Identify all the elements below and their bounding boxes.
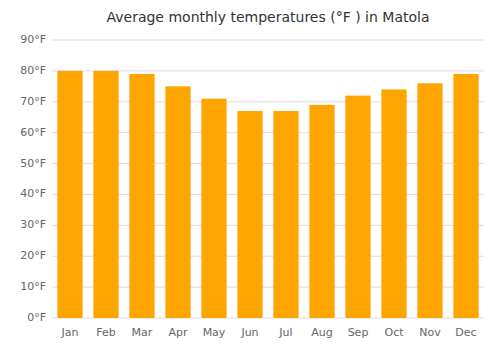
chart-svg: Average monthly temperatures (°F ) in Ma… [0, 0, 500, 350]
bar [57, 71, 82, 318]
bar [309, 105, 334, 318]
x-tick-label: Oct [384, 326, 404, 339]
bar [201, 99, 226, 318]
grid-line [52, 40, 484, 41]
y-tick-label: 90°F [20, 33, 46, 46]
y-tick-label: 10°F [20, 280, 46, 293]
bars [57, 71, 478, 318]
y-tick-label: 50°F [20, 157, 46, 170]
x-tick-label: Jun [240, 326, 258, 339]
bar [345, 96, 370, 318]
bar [453, 74, 478, 318]
x-tick-label: Aug [311, 326, 332, 339]
bar [273, 111, 298, 318]
x-tick-label: May [203, 326, 226, 339]
bar [93, 71, 118, 318]
x-tick-label: Jul [278, 326, 292, 339]
bar [129, 74, 154, 318]
grid [52, 40, 484, 318]
chart-container: Average monthly temperatures (°F ) in Ma… [0, 0, 500, 350]
y-tick-label: 70°F [20, 95, 46, 108]
y-tick-label: 20°F [20, 249, 46, 262]
x-tick-label: Jan [61, 326, 79, 339]
y-axis: 0°F 10°F 20°F 30°F 40°F 50°F 60°F 70°F 80°F 90°F [20, 33, 46, 324]
chart-title: Average monthly temperatures (°F ) in Ma… [106, 9, 429, 25]
x-tick-label: Sep [348, 326, 369, 339]
bar [417, 83, 442, 318]
y-tick-label: 0°F [27, 311, 46, 324]
x-axis: Jan Feb Mar Apr May Jun Jul Aug Sep Oct Nov Dec [61, 326, 477, 339]
x-tick-label: Dec [455, 326, 476, 339]
bar [165, 86, 190, 318]
x-tick-label: Nov [419, 326, 441, 339]
y-tick-label: 60°F [20, 126, 46, 139]
bar [381, 89, 406, 318]
x-tick-label: Feb [96, 326, 115, 339]
y-tick-label: 30°F [20, 218, 46, 231]
bar [237, 111, 262, 318]
x-tick-label: Mar [132, 326, 153, 339]
y-tick-label: 80°F [20, 64, 46, 77]
x-tick-label: Apr [168, 326, 188, 339]
y-tick-label: 40°F [20, 187, 46, 200]
